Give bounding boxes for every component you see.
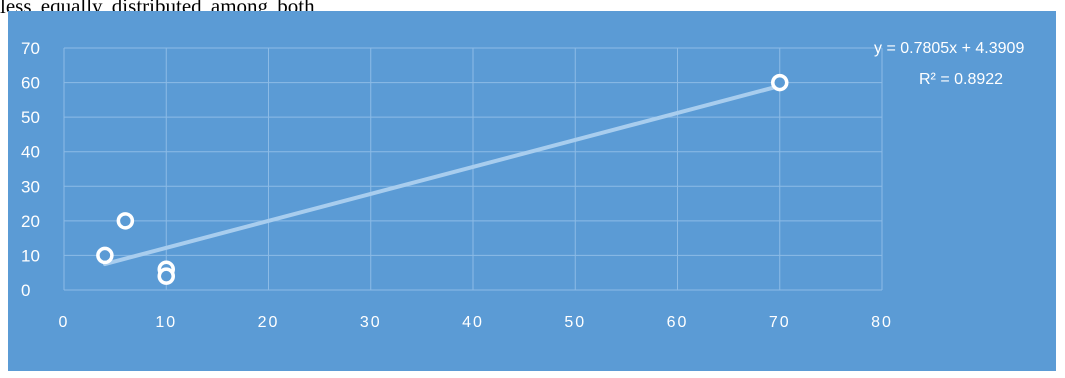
y-tick-label: 0 <box>21 281 30 300</box>
trendline-equation: y = 0.7805x + 4.3909 <box>874 40 1024 57</box>
data-point <box>96 246 114 265</box>
trendline-r-squared: R² = 0.8922 <box>919 71 1003 88</box>
x-tick-label: 60 <box>667 314 689 331</box>
data-point <box>771 73 789 92</box>
data-point <box>157 267 175 285</box>
y-tick-label: 70 <box>21 39 40 58</box>
x-tick-label: 20 <box>258 314 280 331</box>
y-tick-label: 10 <box>21 246 40 265</box>
x-tick-label: 10 <box>155 314 177 331</box>
x-tick-label: 30 <box>360 314 382 331</box>
x-tick-label: 40 <box>462 314 484 331</box>
x-tick-label: 50 <box>564 314 586 331</box>
x-tick-label: 70 <box>769 314 791 331</box>
chart-panel: 0 10 20 30 40 50 60 70 80 0 10 20 30 40 50 60 70 y = 0.78… <box>8 11 1056 371</box>
scatter-chart: 0 10 20 30 40 50 60 70 80 0 10 20 30 40 50 60 70 y = 0.78… <box>8 11 1056 371</box>
y-tick-label: 50 <box>21 108 40 127</box>
y-tick-label: 40 <box>21 143 40 162</box>
x-tick-label: 0 <box>59 314 70 331</box>
y-tick-label: 20 <box>21 212 40 231</box>
data-point <box>116 212 135 230</box>
y-tick-label: 30 <box>21 177 40 196</box>
trendline <box>102 83 782 267</box>
chart-background <box>8 11 1056 371</box>
x-tick-label: 80 <box>871 314 893 331</box>
y-tick-label: 60 <box>21 74 40 93</box>
